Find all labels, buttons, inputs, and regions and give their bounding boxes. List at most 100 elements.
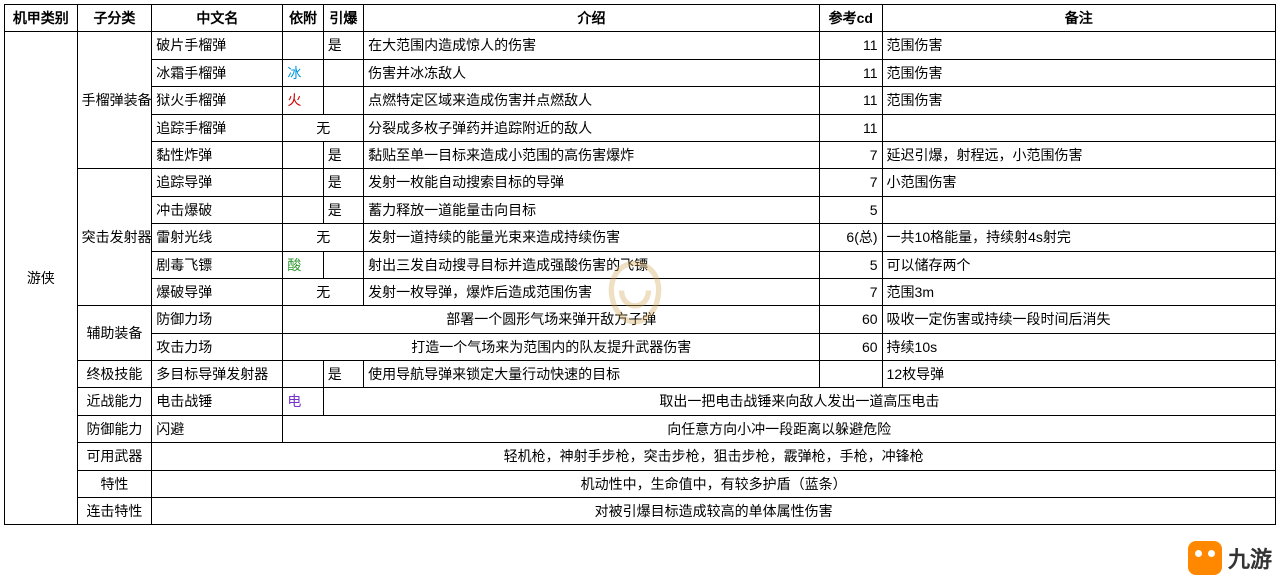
h-name: 中文名 [152, 5, 283, 32]
cell-cd: 11 [820, 87, 883, 114]
table-row: 剧毒飞镖 酸 射出三发自动搜寻目标并造成强酸伤害的飞镖 5 可以储存两个 [5, 251, 1276, 278]
cell-cd: 7 [820, 169, 883, 196]
cell-desc: 取出一把电击战锤来向敌人发出一道高压电击 [323, 388, 1275, 415]
cell-desc: 使用导航导弹来锁定大量行动快速的目标 [364, 361, 820, 388]
header-row: 机甲类别 子分类 中文名 依附 引爆 介绍 参考cd 备注 [5, 5, 1276, 32]
cell-name: 冰霜手榴弹 [152, 59, 283, 86]
cell-dep [283, 169, 323, 196]
table-row: 近战能力 电击战锤 电 取出一把电击战锤来向敌人发出一道高压电击 [5, 388, 1276, 415]
cell-cd: 11 [820, 59, 883, 86]
cell-group-defense: 防御能力 [77, 415, 152, 442]
cell-note [882, 196, 1275, 223]
cell-note: 一共10格能量，持续射4s射完 [882, 224, 1275, 251]
h-subcat: 子分类 [77, 5, 152, 32]
cell-desc: 发射一枚能自动搜索目标的导弹 [364, 169, 820, 196]
cell-dep [283, 32, 323, 59]
cell-name: 雷射光线 [152, 224, 283, 251]
cell-desc: 蓄力释放一道能量击向目标 [364, 196, 820, 223]
h-desc: 介绍 [364, 5, 820, 32]
cell-dep: 冰 [283, 59, 323, 86]
cell-note: 12枚导弹 [882, 361, 1275, 388]
cell-desc: 伤害并冰冻敌人 [364, 59, 820, 86]
cell-note: 范围伤害 [882, 59, 1275, 86]
table-row: 追踪手榴弹 无 分裂成多枚子弹药并追踪附近的敌人 11 [5, 114, 1276, 141]
cell-det: 是 [323, 361, 363, 388]
site-logo: 九游 [1188, 541, 1272, 575]
cell-group-trait: 特性 [77, 470, 152, 497]
cell-group-assault: 突击发射器装备 [77, 169, 152, 306]
cell-name: 电击战锤 [152, 388, 283, 415]
cell-note: 小范围伤害 [882, 169, 1275, 196]
table-row: 可用武器 轻机枪，神射手步枪，突击步枪，狙击步枪，霰弹枪，手枪，冲锋枪 [5, 443, 1276, 470]
cell-dep: 电 [283, 388, 323, 415]
cell-dep [283, 141, 323, 168]
cell-dep: 火 [283, 87, 323, 114]
cell-dep [283, 361, 323, 388]
cell-desc: 打造一个气场来为范围内的队友提升武器伤害 [283, 333, 820, 360]
cell-cd: 5 [820, 196, 883, 223]
cell-group-weapons: 可用武器 [77, 443, 152, 470]
h-dep: 依附 [283, 5, 323, 32]
cell-group-melee: 近战能力 [77, 388, 152, 415]
cell-desc: 发射一道持续的能量光束来造成持续伤害 [364, 224, 820, 251]
table-row: 冲击爆破 是 蓄力释放一道能量击向目标 5 [5, 196, 1276, 223]
cell-name: 多目标导弹发射器 [152, 361, 283, 388]
cell-cd: 5 [820, 251, 883, 278]
cell-det [323, 87, 363, 114]
cell-note: 持续10s [882, 333, 1275, 360]
table-row: 狱火手榴弹 火 点燃特定区域来造成伤害并点燃敌人 11 范围伤害 [5, 87, 1276, 114]
cell-depdet: 无 [283, 114, 364, 141]
table-row: 辅助装备 防御力场 部署一个圆形气场来弹开敌方子弹 60 吸收一定伤害或持续一段… [5, 306, 1276, 333]
cell-group-grenade: 手榴弹装备 [77, 32, 152, 169]
cell-cd: 60 [820, 306, 883, 333]
cell-cd: 7 [820, 141, 883, 168]
table-row: 游侠 手榴弹装备 破片手榴弹 是 在大范围内造成惊人的伤害 11 范围伤害 [5, 32, 1276, 59]
cell-det: 是 [323, 141, 363, 168]
cell-group-combo: 连击特性 [77, 498, 152, 525]
table-row: 防御能力 闪避 向任意方向小冲一段距离以躲避危险 [5, 415, 1276, 442]
cell-det [323, 251, 363, 278]
cell-desc: 发射一枚导弹，爆炸后造成范围伤害 [364, 278, 820, 305]
cell-det: 是 [323, 196, 363, 223]
skills-table: 机甲类别 子分类 中文名 依附 引爆 介绍 参考cd 备注 游侠 手榴弹装备 破… [4, 4, 1276, 525]
cell-desc: 机动性中，生命值中，有较多护盾（蓝条） [152, 470, 1276, 497]
table-row: 终极技能 多目标导弹发射器 是 使用导航导弹来锁定大量行动快速的目标 12枚导弹 [5, 361, 1276, 388]
cell-det: 是 [323, 32, 363, 59]
cell-note: 延迟引爆，射程远，小范围伤害 [882, 141, 1275, 168]
cell-category: 游侠 [5, 32, 78, 525]
cell-cd: 60 [820, 333, 883, 360]
cell-note: 可以储存两个 [882, 251, 1275, 278]
table-row: 突击发射器装备 追踪导弹 是 发射一枚能自动搜索目标的导弹 7 小范围伤害 [5, 169, 1276, 196]
cell-name: 破片手榴弹 [152, 32, 283, 59]
cell-note: 范围3m [882, 278, 1275, 305]
cell-cd: 11 [820, 114, 883, 141]
cell-name: 冲击爆破 [152, 196, 283, 223]
cell-note: 范围伤害 [882, 87, 1275, 114]
cell-cd [820, 361, 883, 388]
table-row: 雷射光线 无 发射一道持续的能量光束来造成持续伤害 6(总) 一共10格能量，持… [5, 224, 1276, 251]
h-category: 机甲类别 [5, 5, 78, 32]
cell-depdet: 无 [283, 224, 364, 251]
logo-icon [1188, 541, 1222, 575]
cell-note [882, 114, 1275, 141]
cell-cd: 7 [820, 278, 883, 305]
cell-desc: 对被引爆目标造成较高的单体属性伤害 [152, 498, 1276, 525]
cell-desc: 射出三发自动搜寻目标并造成强酸伤害的飞镖 [364, 251, 820, 278]
cell-note: 吸收一定伤害或持续一段时间后消失 [882, 306, 1275, 333]
cell-det: 是 [323, 169, 363, 196]
table-row: 黏性炸弹 是 黏贴至单一目标来造成小范围的高伤害爆炸 7 延迟引爆，射程远，小范… [5, 141, 1276, 168]
table-row: 爆破导弹 无 发射一枚导弹，爆炸后造成范围伤害 7 范围3m [5, 278, 1276, 305]
cell-det [323, 59, 363, 86]
cell-desc: 向任意方向小冲一段距离以躲避危险 [283, 415, 1276, 442]
h-note: 备注 [882, 5, 1275, 32]
cell-group-ultimate: 终极技能 [77, 361, 152, 388]
logo-text: 九游 [1228, 542, 1272, 574]
table-row: 攻击力场 打造一个气场来为范围内的队友提升武器伤害 60 持续10s [5, 333, 1276, 360]
cell-desc: 部署一个圆形气场来弹开敌方子弹 [283, 306, 820, 333]
cell-name: 防御力场 [152, 306, 283, 333]
cell-name: 黏性炸弹 [152, 141, 283, 168]
cell-desc: 黏贴至单一目标来造成小范围的高伤害爆炸 [364, 141, 820, 168]
cell-note: 范围伤害 [882, 32, 1275, 59]
cell-name: 剧毒飞镖 [152, 251, 283, 278]
table-row: 连击特性 对被引爆目标造成较高的单体属性伤害 [5, 498, 1276, 525]
